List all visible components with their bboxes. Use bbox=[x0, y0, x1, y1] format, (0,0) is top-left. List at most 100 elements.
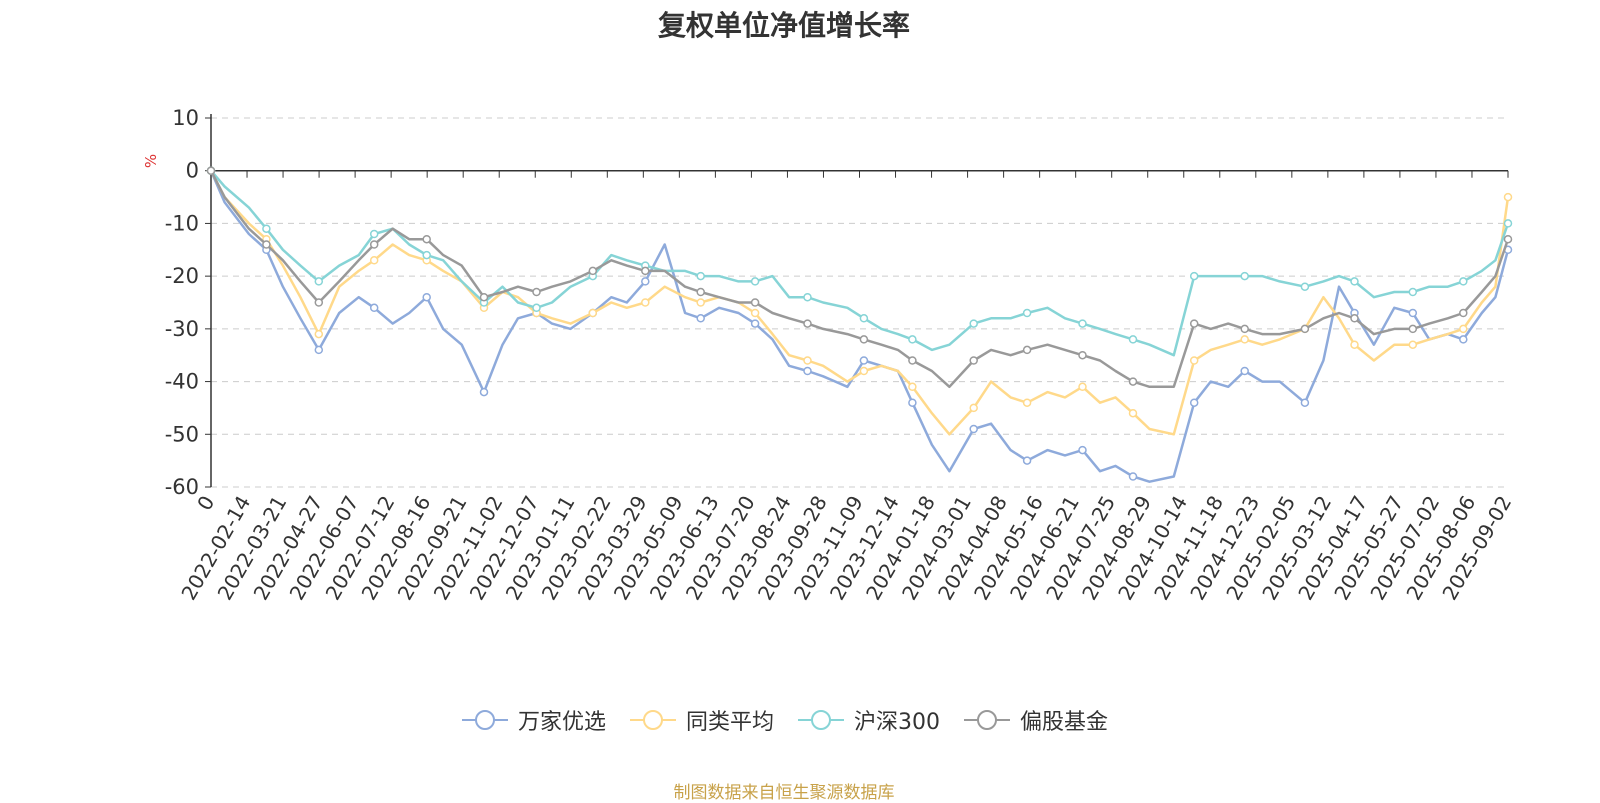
data-point bbox=[1350, 277, 1359, 286]
data-point bbox=[1128, 335, 1138, 344]
data-point bbox=[908, 356, 917, 365]
series-line bbox=[209, 170, 1510, 483]
legend-marker-icon bbox=[798, 710, 844, 730]
data-point bbox=[803, 366, 812, 376]
data-point bbox=[588, 308, 598, 318]
y-tick-label: -40 bbox=[165, 370, 199, 394]
data-point bbox=[1300, 398, 1310, 407]
data-point bbox=[1240, 324, 1249, 334]
data-point bbox=[422, 250, 431, 260]
data-point bbox=[859, 366, 869, 376]
data-point bbox=[641, 277, 650, 286]
data-point bbox=[1022, 345, 1032, 355]
data-point bbox=[479, 292, 489, 302]
x-tick-labels: 02022-02-142022-03-212022-04-272022-06-0… bbox=[176, 492, 1516, 605]
data-point bbox=[1503, 192, 1513, 202]
data-point bbox=[1300, 282, 1310, 291]
data-point bbox=[1408, 324, 1418, 334]
grid-lines bbox=[211, 117, 1508, 488]
x-tick-label-start: 0 bbox=[192, 492, 219, 515]
data-point bbox=[908, 398, 917, 407]
data-point bbox=[969, 424, 978, 434]
data-point bbox=[369, 303, 379, 313]
data-point bbox=[696, 298, 705, 307]
data-point bbox=[750, 319, 760, 328]
y-tick-labels: 10 0 -10 -20 -30 -40 -50 -60 bbox=[165, 106, 199, 499]
legend-label: 偏股基金 bbox=[1020, 710, 1109, 735]
series-line bbox=[209, 170, 1510, 389]
series-4 bbox=[206, 166, 1513, 389]
data-point bbox=[1350, 314, 1359, 323]
data-point bbox=[641, 266, 650, 276]
data-point bbox=[314, 329, 324, 339]
axes: % bbox=[142, 114, 1509, 488]
series-line bbox=[210, 169, 1510, 357]
data-point bbox=[369, 229, 379, 239]
data-point bbox=[696, 271, 705, 281]
data-point bbox=[1128, 408, 1138, 418]
data-point bbox=[422, 234, 431, 244]
legend-label: 沪深300 bbox=[854, 710, 940, 735]
data-point bbox=[479, 387, 489, 397]
data-point bbox=[696, 314, 705, 323]
data-point bbox=[803, 292, 812, 302]
data-point bbox=[1022, 308, 1032, 318]
data-point bbox=[696, 287, 705, 297]
y-tick-label: -30 bbox=[165, 317, 199, 341]
data-point bbox=[369, 256, 379, 265]
data-point bbox=[803, 356, 812, 365]
data-point bbox=[1408, 308, 1418, 318]
data-point bbox=[803, 319, 812, 328]
data-point bbox=[1078, 382, 1087, 392]
data-point bbox=[1078, 445, 1087, 455]
series-line bbox=[209, 170, 1510, 436]
y-tick-label: -20 bbox=[165, 264, 199, 288]
data-point bbox=[969, 356, 978, 365]
data-point bbox=[750, 277, 760, 286]
data-point bbox=[859, 356, 869, 365]
data-point bbox=[750, 298, 760, 307]
data-point bbox=[1128, 472, 1138, 481]
data-point bbox=[262, 224, 271, 233]
line-chart: % 10 0 -10 -20 -30 -40 -50 -60 02022-02-142022-… bbox=[142, 106, 1516, 605]
data-point bbox=[314, 298, 324, 307]
legend-marker-icon bbox=[461, 710, 508, 730]
data-point bbox=[588, 266, 598, 276]
series-2 bbox=[206, 166, 1513, 436]
source-note: 制图数据来自恒生聚源数据库 bbox=[673, 783, 895, 803]
y-tick-label: 10 bbox=[172, 106, 199, 130]
data-point bbox=[750, 308, 760, 318]
legend-item-csi300[interactable]: 沪深300 bbox=[796, 704, 940, 736]
data-point bbox=[641, 298, 650, 307]
data-point bbox=[1300, 324, 1310, 334]
legend-item-wanjia[interactable]: 万家优选 bbox=[460, 704, 606, 736]
data-point bbox=[1459, 308, 1468, 318]
y-tick-label: -50 bbox=[165, 422, 199, 446]
legend-item-peer-average[interactable]: 同类平均 bbox=[628, 704, 774, 736]
legend-label: 同类平均 bbox=[685, 710, 774, 735]
data-point bbox=[1078, 350, 1087, 360]
data-point bbox=[1022, 456, 1032, 465]
legend-item-equity-fund[interactable]: 偏股基金 bbox=[962, 704, 1108, 736]
data-point bbox=[1189, 398, 1199, 407]
y-tick-label: -10 bbox=[165, 211, 199, 235]
data-point bbox=[532, 287, 541, 297]
legend-label: 万家优选 bbox=[517, 710, 606, 735]
data-point bbox=[1503, 219, 1513, 228]
chart-title: 复权单位净值增长率 bbox=[657, 9, 910, 42]
data-point bbox=[1128, 377, 1138, 386]
data-point bbox=[1408, 340, 1418, 349]
data-point bbox=[1240, 366, 1249, 376]
data-point bbox=[314, 277, 324, 286]
data-point bbox=[908, 335, 917, 344]
data-point bbox=[1350, 340, 1359, 349]
y-axis-unit-label: % bbox=[142, 154, 160, 168]
data-point bbox=[1459, 324, 1468, 334]
data-point bbox=[206, 166, 216, 175]
data-point bbox=[1189, 356, 1199, 365]
data-point bbox=[369, 240, 379, 249]
legend-marker-icon bbox=[964, 710, 1010, 730]
data-point bbox=[1503, 234, 1513, 244]
data-point bbox=[1022, 398, 1032, 407]
data-point bbox=[1459, 277, 1468, 286]
